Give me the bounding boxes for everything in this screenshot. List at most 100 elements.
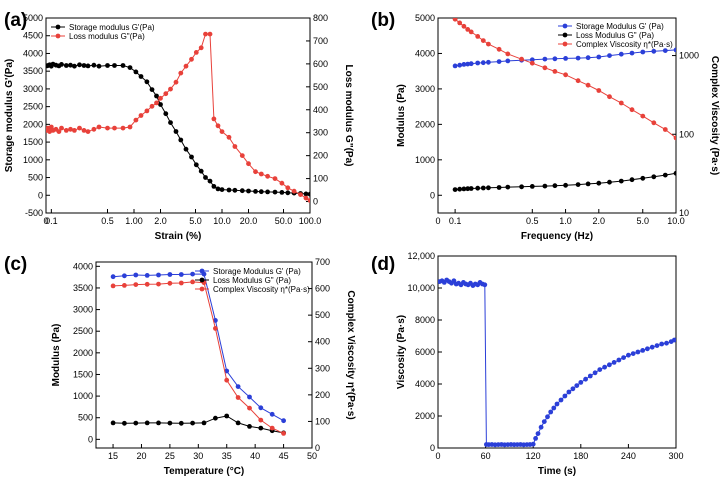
data-point <box>81 127 87 133</box>
data-point <box>630 351 636 356</box>
y-tick-label: 3500 <box>73 283 93 293</box>
y2-tick-label: 100 <box>315 416 330 426</box>
y-tick-label: 4000 <box>23 48 43 58</box>
data-point <box>190 420 196 426</box>
data-point <box>269 425 275 431</box>
data-point <box>219 187 225 193</box>
y-tick-label: 1500 <box>23 137 43 147</box>
data-point <box>649 344 655 350</box>
data-point <box>578 380 584 385</box>
data-point <box>235 384 241 389</box>
data-point <box>640 113 646 119</box>
data-point <box>235 420 241 426</box>
y-tick-label: 4000 <box>415 48 435 58</box>
y-tick-label: 4000 <box>415 379 435 389</box>
data-point <box>552 183 558 189</box>
series <box>110 413 286 436</box>
data-point <box>193 50 199 55</box>
data-point <box>530 441 536 447</box>
data-point <box>193 162 199 168</box>
data-point <box>583 376 588 382</box>
x-tick-label: 1.0 <box>559 216 572 226</box>
x-tick-label: 45 <box>279 451 289 461</box>
y-axis-label: Storage modulus G'(Pa) <box>4 59 15 173</box>
legend-marker <box>562 23 568 29</box>
plot-frame <box>437 17 677 214</box>
x-axis-label: Time (s) <box>538 466 576 477</box>
data-point <box>120 63 126 68</box>
data-point <box>183 63 189 69</box>
data-point <box>105 125 110 131</box>
y-tick-label: 3500 <box>23 66 43 76</box>
panel-label: (b) <box>371 10 395 31</box>
y-tick-label: 5000 <box>23 13 43 23</box>
plot-frame <box>95 261 313 449</box>
legend-marker <box>199 268 205 274</box>
data-point <box>570 386 576 392</box>
data-point <box>552 56 558 62</box>
data-point <box>226 134 232 140</box>
data-point <box>167 272 173 277</box>
data-point <box>265 189 270 195</box>
series-line <box>46 33 310 201</box>
x-tick-label: 100.0 <box>299 216 322 226</box>
data-point <box>190 279 196 285</box>
data-point <box>133 272 139 278</box>
data-point <box>465 61 471 67</box>
data-point <box>621 355 626 360</box>
data-point <box>542 56 548 62</box>
data-point <box>144 420 150 426</box>
data-point <box>662 48 668 53</box>
data-point <box>201 420 207 426</box>
data-point <box>596 54 602 60</box>
x-tick-label: 10.0 <box>667 216 685 226</box>
data-point <box>585 181 591 187</box>
legend-label: Complex Viscosity η*(Pa·s) <box>213 285 310 294</box>
data-point <box>156 281 161 287</box>
panel-4: 0 60 120 180 240 300 0 2000 4000 6000 8000 10,000 12… <box>371 251 684 477</box>
data-point <box>144 79 150 85</box>
data-point <box>158 102 163 107</box>
y2-tick-label: 10 <box>679 208 689 218</box>
data-point <box>558 397 564 403</box>
legend: Storage Modulus G' (Pa)Loss Modulus G" (… <box>558 22 673 49</box>
data-point <box>592 370 598 376</box>
data-point <box>144 273 150 278</box>
data-point <box>480 38 486 43</box>
x-tick-label: 40 <box>250 451 260 461</box>
y2-tick-label: 800 <box>313 13 328 23</box>
y2-axis-label: Loss modulus G"(Pa) <box>343 65 354 167</box>
data-point <box>281 418 286 424</box>
y-tick-label: 0 <box>430 443 435 453</box>
data-point <box>85 63 91 69</box>
y-tick-label: 500 <box>28 173 43 183</box>
data-point <box>91 126 97 132</box>
data-point <box>672 337 676 343</box>
legend-marker <box>199 286 205 292</box>
data-point <box>112 125 117 131</box>
data-point <box>457 186 463 192</box>
data-point <box>224 377 230 383</box>
series-line <box>113 415 284 434</box>
data-point <box>265 173 270 179</box>
y-tick-label: 8000 <box>415 315 435 325</box>
data-point <box>542 65 548 71</box>
data-point <box>91 62 97 68</box>
data-point <box>213 326 218 331</box>
data-point <box>127 65 133 70</box>
x-tick-label: 20.0 <box>240 216 258 226</box>
data-point <box>149 87 155 92</box>
data-point <box>529 184 535 189</box>
data-point <box>607 362 612 368</box>
y-tick-label: 1000 <box>23 155 43 165</box>
data-point <box>640 348 646 353</box>
data-point <box>545 414 550 420</box>
x-tick-label: 180 <box>573 451 588 461</box>
data-point <box>626 352 631 358</box>
x-tick-label: 5.0 <box>189 216 202 226</box>
x-tick-label: 10.0 <box>213 216 231 226</box>
x-tick-label: 0.1 <box>449 216 462 226</box>
data-point <box>596 180 602 186</box>
data-point <box>465 186 471 192</box>
